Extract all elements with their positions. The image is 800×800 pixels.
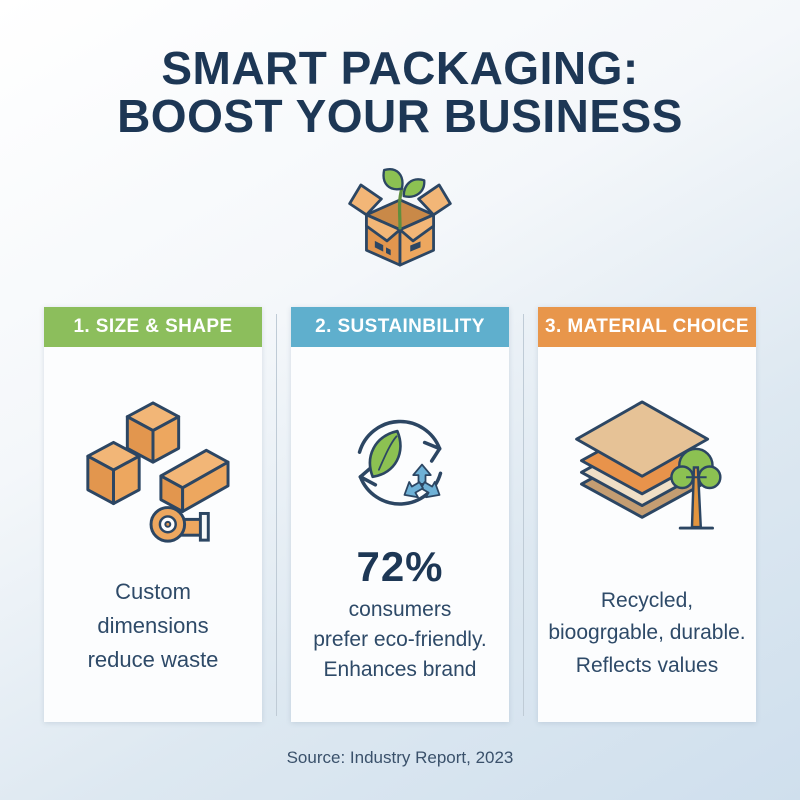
- stat-value: 72%: [356, 542, 444, 590]
- recycle-leaf-icon: [357, 419, 443, 506]
- card-sustainability-header: 2. SUSTAINBILITY: [291, 306, 509, 347]
- page-title-line2: BOOST YOUR BUSINESS: [117, 90, 683, 143]
- card-sustainability-text: consumers prefer eco-friendly. Enhances …: [291, 595, 509, 686]
- card-divider: [523, 313, 524, 716]
- cards-row: 1. SIZE & SHAPE: [0, 306, 800, 722]
- card-sustainability: 2. SUSTAINBILITY: [291, 306, 509, 722]
- page-title-line1: SMART PACKAGING:: [161, 42, 639, 94]
- boxes-tape-measure-icon: [86, 401, 230, 543]
- card-material-choice-body: Recycled, bioogrgable, durable. Reflects…: [538, 346, 756, 722]
- card-size-shape-body: Custom dimensions reduce waste: [44, 346, 262, 722]
- text-line: consumers: [348, 597, 452, 621]
- text-line: Reflects values: [575, 653, 719, 677]
- text-line: Custom: [115, 578, 191, 604]
- card-material-choice: 3. MATERIAL CHOICE: [538, 306, 756, 722]
- card-size-shape-header: 1. SIZE & SHAPE: [44, 306, 262, 347]
- card-material-choice-header: 3. MATERIAL CHOICE: [538, 306, 756, 347]
- hero-icon-wrap: [0, 157, 800, 267]
- text-line: prefer eco-friendly.: [313, 628, 487, 652]
- card-material-choice-text: Recycled, bioogrgable, durable. Reflects…: [538, 585, 756, 683]
- source-note: Source: Industry Report, 2023: [286, 747, 514, 767]
- text-line: Enhances brand: [323, 658, 477, 682]
- card-divider: [276, 313, 277, 716]
- text-line: bioogrgable, durable.: [548, 621, 746, 645]
- card-size-shape: 1. SIZE & SHAPE: [44, 306, 262, 722]
- card-size-shape-text: Custom dimensions reduce waste: [44, 575, 262, 677]
- text-line: dimensions: [97, 612, 209, 638]
- text-line: Recycled,: [600, 588, 694, 612]
- page-title: SMART PACKAGING: BOOST YOUR BUSINESS: [0, 0, 800, 141]
- text-line: reduce waste: [87, 646, 219, 672]
- material-layers-tree-icon: [575, 400, 722, 530]
- open-box-sprout-icon: [348, 167, 452, 267]
- card-sustainability-body: 72% consumers prefer eco-friendly. Enhan…: [291, 346, 509, 722]
